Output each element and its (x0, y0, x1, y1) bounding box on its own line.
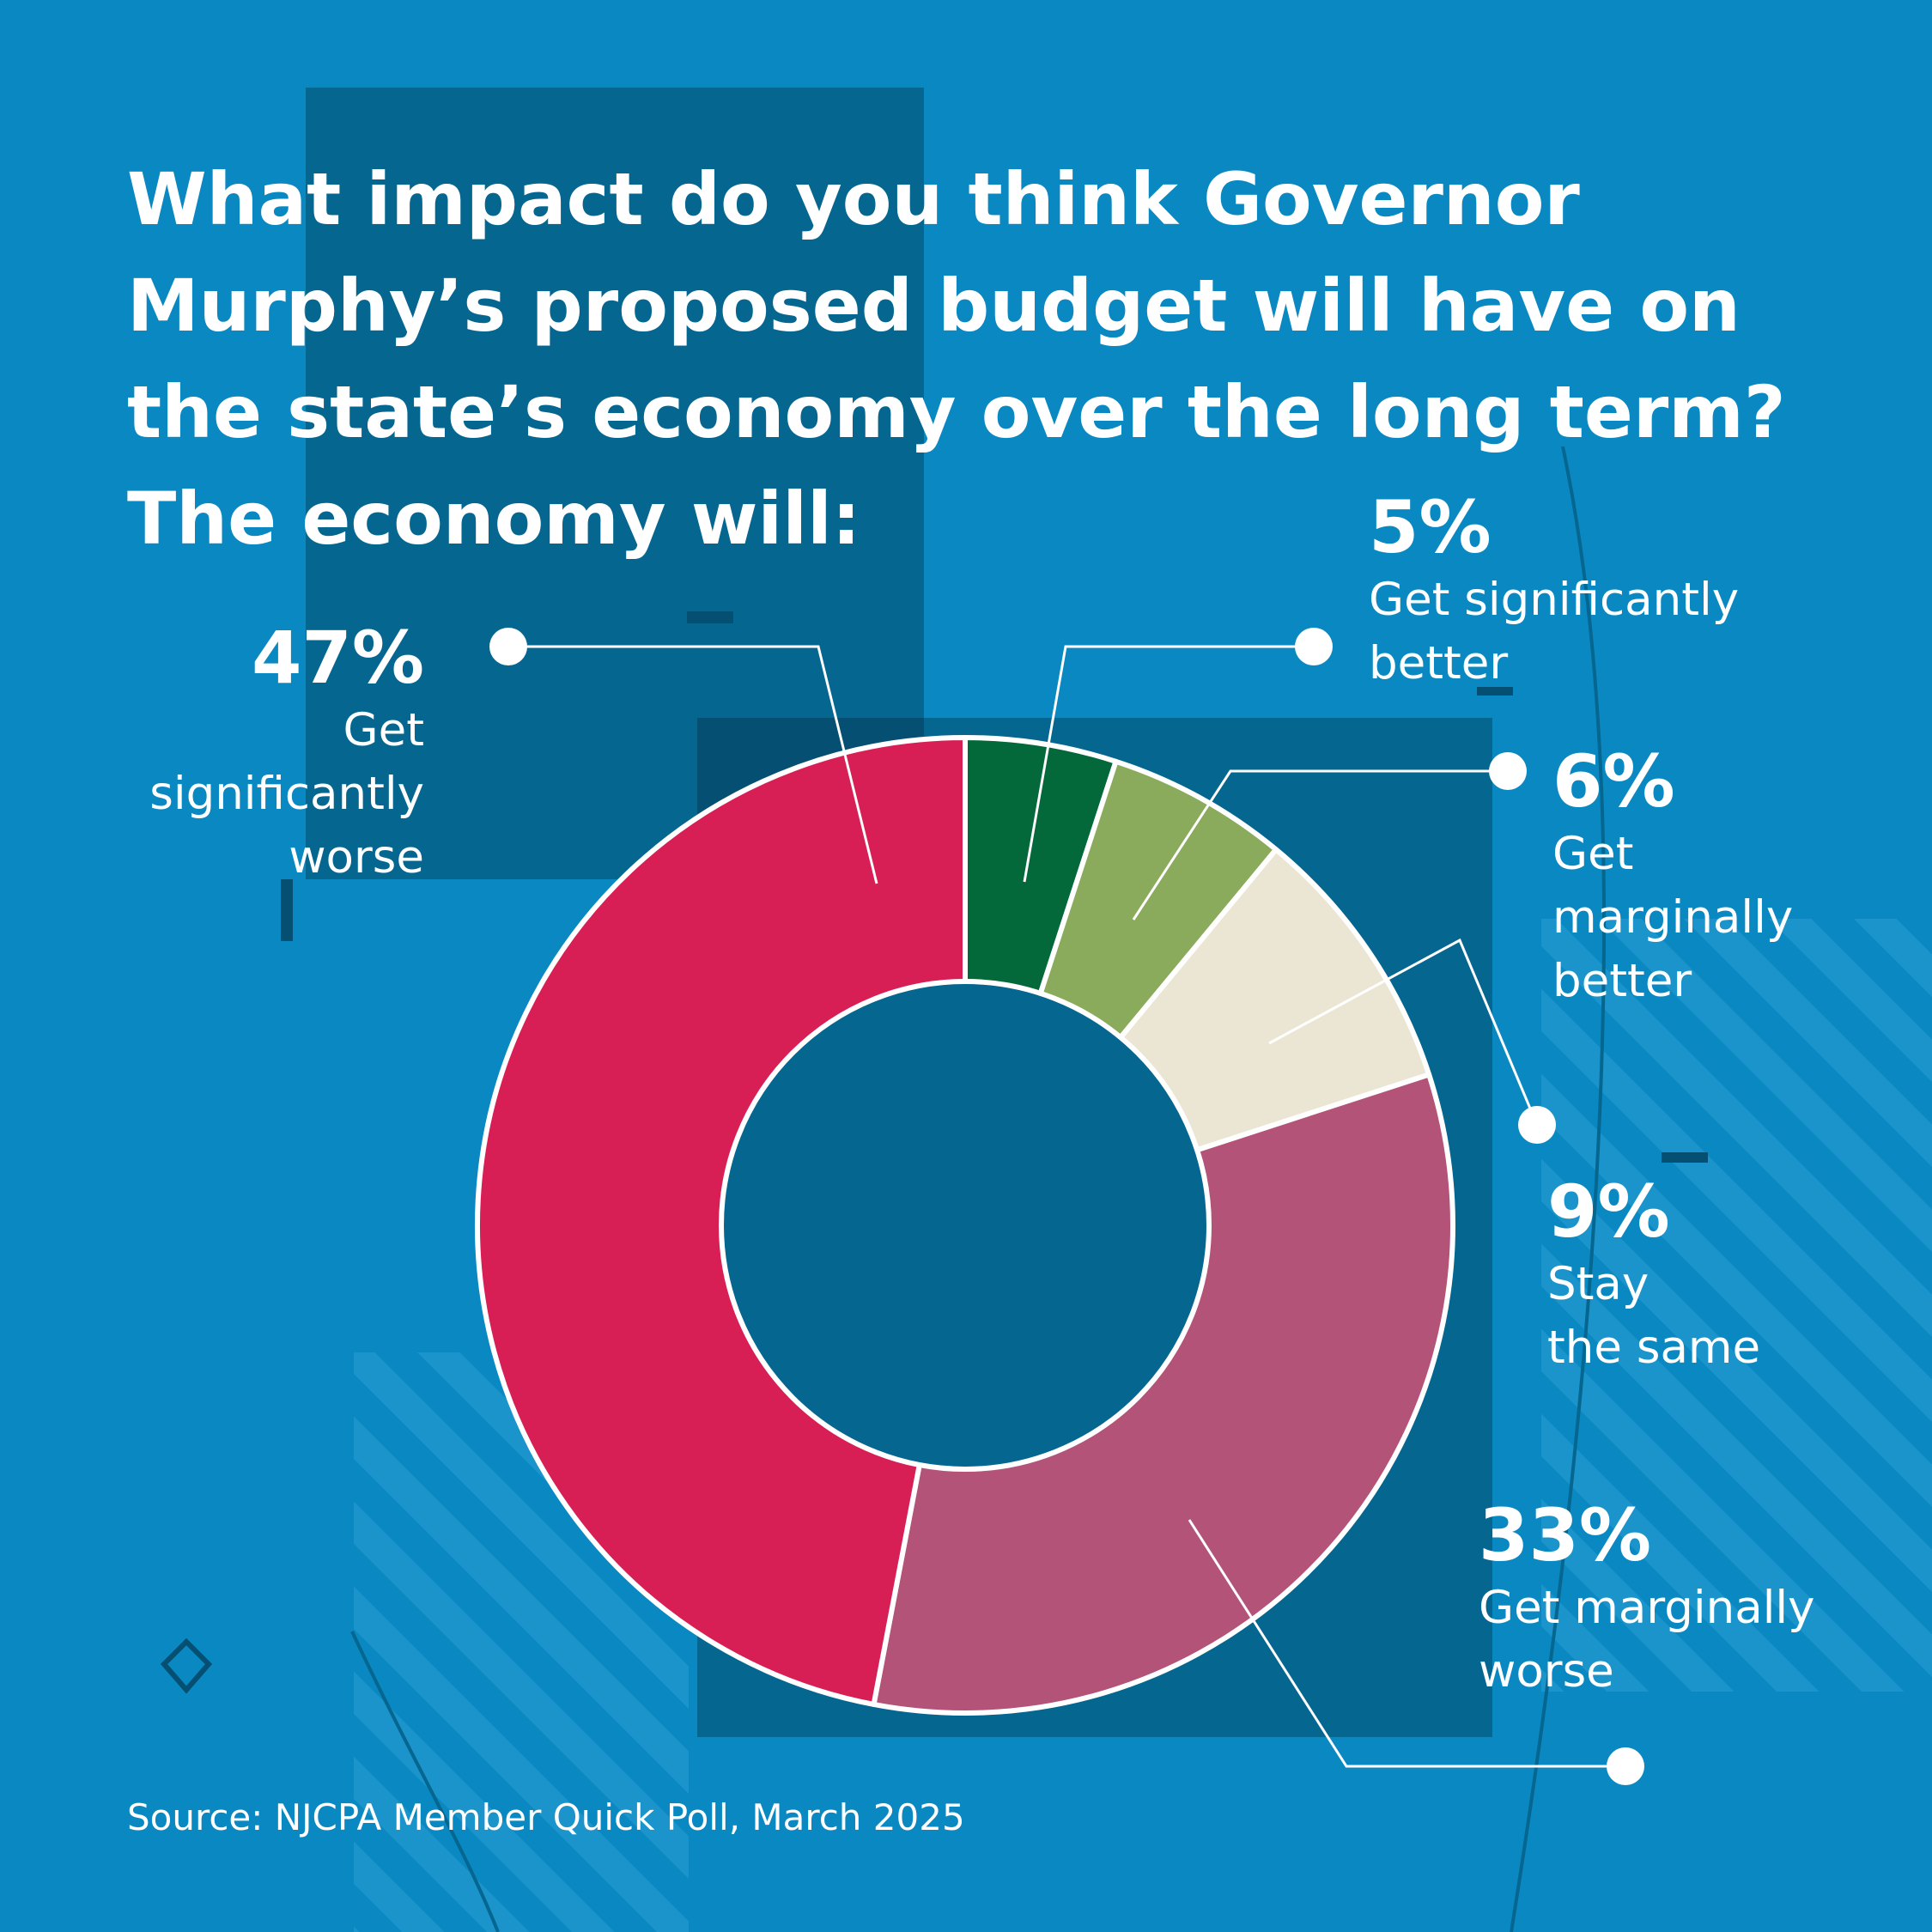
accent-dash-right (1662, 1152, 1708, 1163)
data-label-stay-same: 9% Stay the same (1547, 1170, 1760, 1380)
label-text: Get marginally better (1552, 823, 1793, 1013)
data-label-significantly-worse: 47% Get significantly worse (52, 617, 424, 890)
leader-lines (508, 645, 1625, 1768)
chart-title: What impact do you think Governor Murphy… (127, 146, 1887, 572)
leader-dot-stay-same (1518, 1106, 1556, 1144)
leader-line-significantly-better (1023, 645, 1314, 883)
data-label-marginally-better: 6% Get marginally better (1552, 740, 1793, 1013)
label-text: Stay the same (1547, 1253, 1760, 1380)
label-line: the same (1547, 1321, 1761, 1374)
label-line: marginally (1552, 891, 1794, 944)
label-line: Stay (1547, 1258, 1649, 1310)
label-line: Get significantly (1369, 574, 1740, 626)
decor-curve (1510, 446, 1606, 1932)
leader-line-stay-same (1268, 938, 1539, 1126)
label-line: worse (1479, 1645, 1614, 1698)
donut-hole (719, 979, 1212, 1472)
label-line: significantly (149, 768, 424, 820)
label-text: Get marginally worse (1479, 1577, 1815, 1704)
label-line: better (1552, 955, 1692, 1007)
label-percent: 47% (251, 616, 424, 700)
label-percent: 6% (1552, 739, 1675, 823)
leader-dot-significantly-better (1295, 628, 1333, 665)
label-line: worse (289, 831, 424, 884)
title-line: Murphy’s proposed budget will have on (127, 264, 1741, 348)
label-line: better (1369, 637, 1509, 690)
label-percent: 33% (1479, 1493, 1652, 1577)
leader-dot-significantly-worse (489, 628, 527, 665)
leader-line-marginally-better (1132, 769, 1508, 920)
source-note: Source: NJCPA Member Quick Poll, March 2… (127, 1796, 965, 1838)
leader-dot-marginally-worse (1607, 1747, 1644, 1785)
decor-curve-left (350, 1631, 500, 1932)
label-percent: 9% (1547, 1170, 1670, 1254)
title-line: What impact do you think Governor (127, 157, 1580, 241)
title-line: the state’s economy over the long term? (127, 370, 1786, 454)
data-label-significantly-better: 5% Get significantly better (1369, 486, 1739, 696)
striped-panel-right (1541, 919, 1932, 1692)
leader-dot-marginally-better (1489, 752, 1527, 790)
diamond-shape (160, 1637, 213, 1694)
label-text: Get significantly better (1369, 568, 1739, 696)
accent-dash-small (1477, 687, 1513, 696)
label-line: Get (343, 704, 424, 756)
accent-bar (281, 879, 293, 941)
label-percent: 5% (1369, 485, 1492, 569)
label-line: Get (1552, 828, 1634, 880)
accent-dash (687, 611, 733, 623)
leader-line-significantly-worse (508, 645, 878, 884)
data-label-marginally-worse: 33% Get marginally worse (1479, 1494, 1815, 1704)
label-line: Get marginally (1479, 1582, 1815, 1634)
title-line: The economy will: (127, 477, 861, 561)
label-text: Get significantly worse (52, 699, 424, 890)
leader-line-marginally-worse (1188, 1519, 1625, 1768)
